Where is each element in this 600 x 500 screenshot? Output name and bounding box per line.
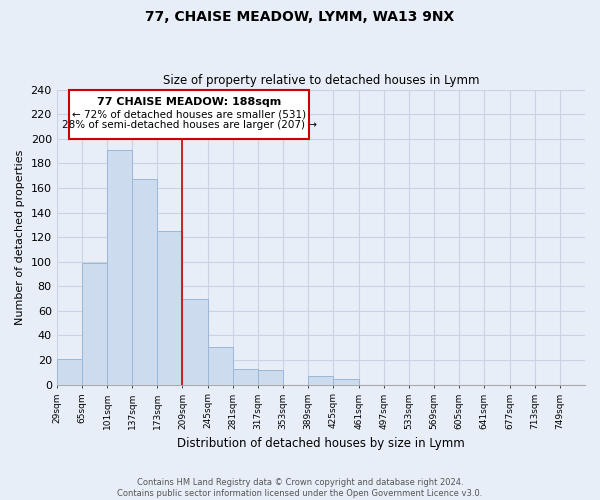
Title: Size of property relative to detached houses in Lymm: Size of property relative to detached ho… bbox=[163, 74, 479, 87]
Bar bbox=[82, 263, 107, 384]
Bar bbox=[258, 370, 283, 384]
Bar bbox=[56, 359, 82, 384]
Bar bbox=[233, 368, 258, 384]
Y-axis label: Number of detached properties: Number of detached properties bbox=[15, 150, 25, 325]
Text: 77, CHAISE MEADOW, LYMM, WA13 9NX: 77, CHAISE MEADOW, LYMM, WA13 9NX bbox=[145, 10, 455, 24]
Bar bbox=[132, 180, 157, 384]
Text: 28% of semi-detached houses are larger (207) →: 28% of semi-detached houses are larger (… bbox=[62, 120, 317, 130]
Bar bbox=[182, 298, 208, 384]
Text: 77 CHAISE MEADOW: 188sqm: 77 CHAISE MEADOW: 188sqm bbox=[97, 97, 281, 107]
Bar bbox=[334, 378, 359, 384]
Bar bbox=[208, 346, 233, 385]
Bar bbox=[69, 90, 309, 138]
X-axis label: Distribution of detached houses by size in Lymm: Distribution of detached houses by size … bbox=[177, 437, 465, 450]
Bar bbox=[157, 231, 182, 384]
Text: ← 72% of detached houses are smaller (531): ← 72% of detached houses are smaller (53… bbox=[72, 109, 306, 119]
Bar bbox=[308, 376, 334, 384]
Text: Contains HM Land Registry data © Crown copyright and database right 2024.
Contai: Contains HM Land Registry data © Crown c… bbox=[118, 478, 482, 498]
Bar bbox=[107, 150, 132, 384]
